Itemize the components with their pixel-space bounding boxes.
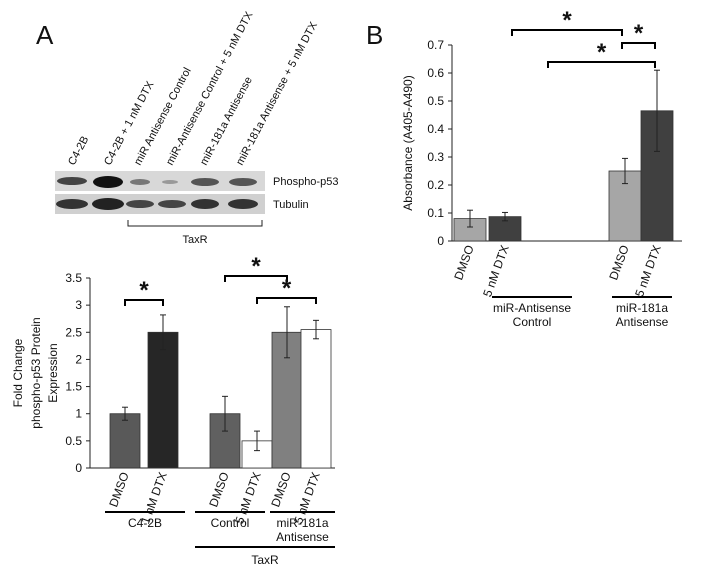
- x-tick-label: DMSO: [268, 470, 293, 509]
- band: [162, 180, 178, 184]
- significance-label: *: [251, 253, 261, 280]
- y-tick-label: 3: [75, 298, 82, 312]
- y-tick-label: 0.5: [427, 94, 444, 108]
- y-tick-label: 1: [75, 407, 82, 421]
- x-tick-label: DMSO: [106, 470, 131, 509]
- blot-row-label: Phospho-p53: [273, 176, 338, 188]
- x-tick-label: 5 nM DTX: [480, 243, 512, 299]
- y-axis-label: phospho-p53 Protein: [29, 317, 43, 428]
- band: [126, 200, 154, 208]
- significance-label: *: [562, 7, 572, 34]
- y-tick-label: 2.5: [65, 325, 82, 339]
- blot-row-label: Tubulin: [273, 199, 309, 211]
- x-tick-label: DMSO: [451, 243, 476, 282]
- y-axis-label: Fold Change: [11, 338, 25, 407]
- lane-label: miR Antisense Control: [132, 66, 194, 168]
- band: [228, 199, 258, 209]
- blot-bracket: [127, 220, 263, 227]
- band: [191, 178, 219, 186]
- band: [57, 177, 87, 185]
- panel-label: A: [36, 20, 54, 50]
- y-tick-label: 0.5: [65, 434, 82, 448]
- band: [158, 200, 186, 208]
- significance-bracket: [511, 29, 623, 36]
- western-blot: Phospho-p53 Tubulin TaxR: [55, 171, 338, 246]
- significance-bracket: [621, 42, 656, 49]
- bar: [109, 413, 141, 469]
- x-tick-label: 5 nM DTX: [632, 243, 664, 299]
- significance-bracket: [547, 61, 656, 68]
- y-tick-label: 2: [75, 352, 82, 366]
- y-tick-label: 0.2: [427, 178, 444, 192]
- significance-label: *: [597, 39, 607, 66]
- y-tick-label: 0.6: [427, 66, 444, 80]
- y-tick-label: 0: [75, 461, 82, 475]
- y-tick-label: 3.5: [65, 271, 82, 285]
- band: [130, 179, 150, 185]
- band: [92, 198, 124, 210]
- lane-label: C4-2B: [66, 134, 91, 167]
- y-tick-label: 1.5: [65, 380, 82, 394]
- y-tick-label: 0.3: [427, 150, 444, 164]
- group-label: Control: [211, 516, 250, 530]
- significance-label: *: [282, 275, 292, 302]
- significance-label: *: [634, 20, 644, 47]
- group-label: Control: [513, 315, 552, 329]
- group-label: Antisense: [616, 315, 669, 329]
- y-tick-label: 0: [437, 234, 444, 248]
- group-label: miR-Antisense: [493, 301, 571, 315]
- group-label: TaxR: [251, 553, 279, 567]
- significance-label: *: [139, 277, 149, 304]
- band: [229, 178, 257, 186]
- bar: [147, 331, 179, 469]
- significance-bracket: [124, 299, 164, 306]
- bar: [300, 329, 332, 469]
- y-axis-label: Absorbance (A405-A490): [401, 75, 415, 210]
- band: [93, 176, 123, 188]
- y-tick-label: 0.7: [427, 38, 444, 52]
- significance-bracket: [224, 275, 288, 282]
- bar: [271, 331, 303, 469]
- group-label: miR-181a: [616, 301, 668, 315]
- panel-label: B: [366, 20, 383, 50]
- y-tick-label: 0.4: [427, 122, 444, 136]
- band: [56, 199, 88, 209]
- x-tick-label: DMSO: [606, 243, 631, 282]
- y-axis-label: Expression: [46, 343, 60, 402]
- band: [191, 199, 219, 209]
- group-label: Antisense: [276, 530, 329, 544]
- group-label: C4-2B: [128, 516, 162, 530]
- group-label: miR-181a: [276, 516, 328, 530]
- significance-bracket: [256, 297, 317, 304]
- blot-bracket-label: TaxR: [182, 234, 207, 246]
- x-tick-label: DMSO: [206, 470, 231, 509]
- y-tick-label: 0.1: [427, 206, 444, 220]
